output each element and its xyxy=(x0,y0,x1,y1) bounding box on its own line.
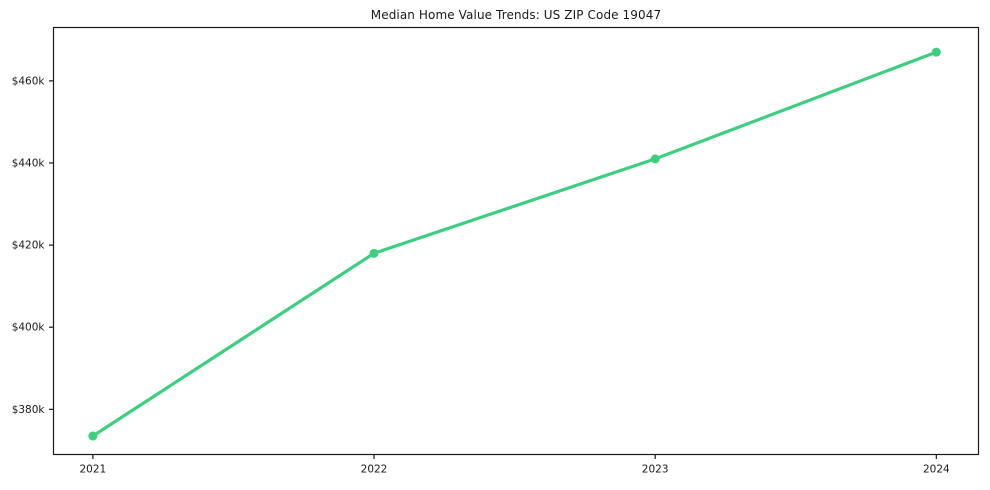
trend-line xyxy=(91,50,938,438)
data-point xyxy=(88,431,98,441)
x-tick-label: 2023 xyxy=(642,464,669,476)
data-point xyxy=(931,47,941,57)
data-point xyxy=(650,154,660,164)
y-tick-label: $420k xyxy=(12,240,46,252)
y-tick-label: $460k xyxy=(12,75,46,87)
y-tick-label: $380k xyxy=(12,404,46,416)
y-tick-label: $400k xyxy=(12,322,46,334)
axes-frame xyxy=(52,26,980,456)
data-point xyxy=(369,248,379,258)
y-tick-label: $440k xyxy=(12,157,46,169)
x-tick-label: 2022 xyxy=(361,464,388,476)
x-tick-label: 2021 xyxy=(79,464,106,476)
chart-title: Median Home Value Trends: US ZIP Code 19… xyxy=(370,8,662,22)
x-tick-label: 2024 xyxy=(923,464,950,476)
